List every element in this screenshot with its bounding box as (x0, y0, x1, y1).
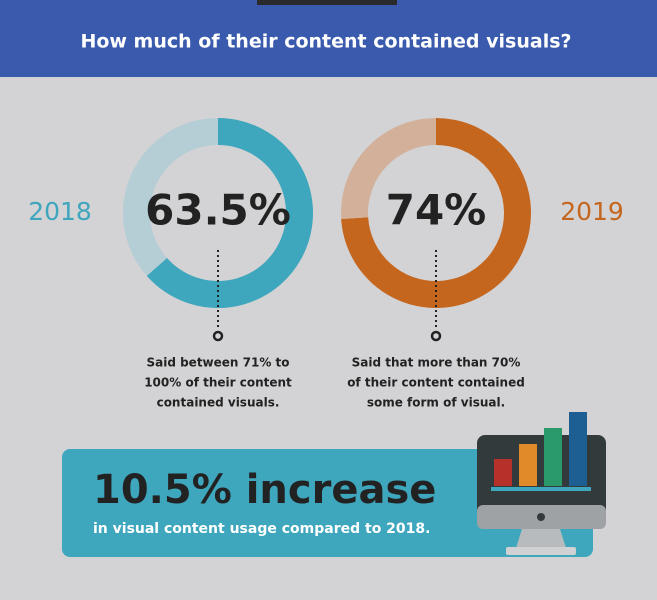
header-tab (257, 0, 397, 5)
year-label: 2018 (28, 197, 92, 226)
caption-line: contained visuals. (157, 396, 280, 410)
monitor-stand (516, 529, 566, 548)
icon-bar (544, 428, 562, 486)
caption-line: 100% of their content (144, 376, 292, 390)
caption-line: of their content contained (347, 376, 525, 390)
donut-segment (123, 118, 218, 276)
icon-bar (569, 412, 587, 486)
monitor-button (537, 513, 545, 521)
icon-axis (491, 487, 591, 491)
monitor-base (506, 547, 576, 555)
icon-bar (494, 459, 512, 486)
caption-line: Said that more than 70% (352, 356, 521, 370)
caption-line: some form of visual. (367, 396, 505, 410)
callout-headline: 10.5% increase (93, 467, 436, 513)
connector-dot (212, 330, 224, 342)
callout-text: in visual content usage compared to 2018… (93, 521, 430, 537)
monitor-icon (477, 412, 606, 555)
center-value: 74% (386, 186, 487, 235)
year-label: 2019 (560, 197, 624, 226)
donut-segment (341, 118, 436, 219)
header-band (0, 0, 657, 77)
center-value: 63.5% (145, 186, 291, 235)
caption-line: Said between 71% to (146, 356, 289, 370)
icon-bar (519, 444, 537, 486)
callout-box (62, 449, 593, 557)
header-title: How much of their content contained visu… (80, 31, 571, 53)
donut-segment (146, 118, 314, 308)
connector-dot (430, 330, 442, 342)
